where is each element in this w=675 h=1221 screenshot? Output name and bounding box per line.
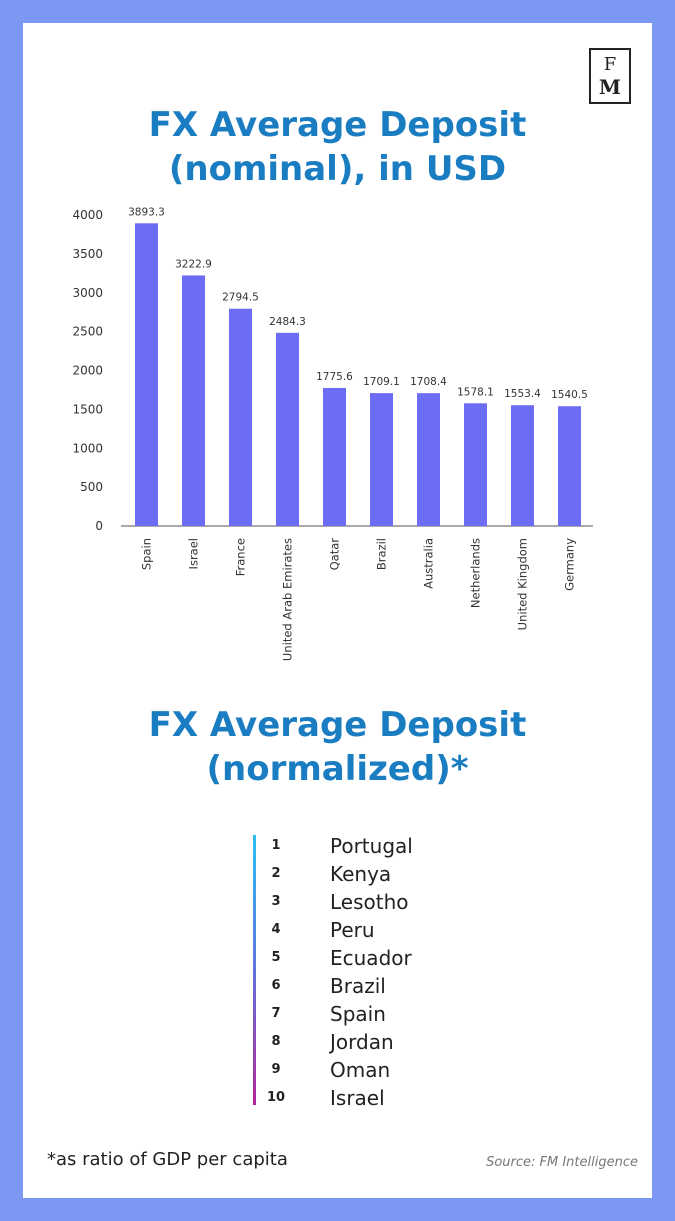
ranking-row: 1 Portugal bbox=[253, 833, 553, 861]
bar bbox=[417, 393, 440, 526]
ranking-row: 4 Peru bbox=[253, 917, 553, 945]
ranking-title: FX Average Deposit (normalized)* bbox=[23, 703, 652, 791]
ranking-number: 6 bbox=[271, 978, 281, 993]
ranking-country: Brazil bbox=[330, 974, 386, 998]
ranking-number: 7 bbox=[271, 1006, 281, 1021]
y-tick-label: 4000 bbox=[72, 208, 103, 222]
y-tick-label: 2000 bbox=[72, 364, 103, 378]
ranking-list: 1 Portugal 2 Kenya 3 Lesotho 4 Peru 5 Ecuador 6 Bra… bbox=[253, 833, 553, 1110]
ranking-row: 3 Lesotho bbox=[253, 889, 553, 917]
ranking-country: Israel bbox=[330, 1086, 385, 1110]
ranking-number: 4 bbox=[271, 922, 281, 937]
bar-value-label: 3222.9 bbox=[175, 258, 212, 270]
logo-letter-m: M bbox=[598, 75, 622, 99]
bar bbox=[276, 332, 299, 526]
bar bbox=[558, 406, 581, 526]
ranking-row: 2 Kenya bbox=[253, 861, 553, 889]
ranking-number: 8 bbox=[271, 1034, 281, 1049]
ranking-country: Peru bbox=[330, 918, 375, 942]
ranking-title-line-1: FX Average Deposit bbox=[148, 705, 527, 745]
y-tick-label: 0 bbox=[95, 519, 103, 533]
bar-value-label: 2794.5 bbox=[222, 292, 259, 304]
ranking-gradient-line bbox=[253, 835, 256, 1105]
y-tick-label: 1000 bbox=[72, 441, 103, 455]
bar bbox=[370, 393, 393, 526]
ranking-number: 3 bbox=[271, 894, 281, 909]
footnote: *as ratio of GDP per capita bbox=[47, 1149, 288, 1170]
bar bbox=[323, 387, 346, 526]
fm-logo: F M bbox=[589, 48, 631, 104]
ranking-country: Portugal bbox=[330, 834, 413, 858]
logo-letter-f: F bbox=[603, 54, 617, 75]
ranking-row: 6 Brazil bbox=[253, 973, 553, 1001]
bar-value-label: 2484.3 bbox=[269, 316, 306, 328]
x-tick-label: Israel bbox=[187, 538, 201, 569]
ranking-row: 5 Ecuador bbox=[253, 945, 553, 973]
ranking-row: 9 Oman bbox=[253, 1057, 553, 1085]
ranking-country: Lesotho bbox=[330, 890, 409, 914]
bar bbox=[135, 223, 158, 526]
ranking-country: Jordan bbox=[330, 1030, 394, 1054]
bar-chart: 0 500 1000 1500 2000 2500 3000 3500 4000 3893.3 Sp… bbox=[72, 206, 593, 661]
bar bbox=[464, 403, 487, 526]
y-tick-label: 3000 bbox=[72, 286, 103, 300]
y-tick-label: 1500 bbox=[72, 402, 103, 416]
x-tick-label: Australia bbox=[422, 538, 436, 589]
ranking-number: 5 bbox=[271, 950, 281, 965]
ranking-row: 8 Jordan bbox=[253, 1029, 553, 1057]
y-tick-label: 3500 bbox=[72, 247, 103, 261]
ranking-title-line-2: (normalized)* bbox=[206, 749, 469, 789]
ranking-number: 2 bbox=[271, 866, 281, 881]
x-tick-label: Qatar bbox=[328, 538, 342, 571]
x-tick-label: France bbox=[234, 538, 248, 576]
ranking-row: 7 Spain bbox=[253, 1001, 553, 1029]
chart-title-line-2: (nominal), in USD bbox=[168, 149, 507, 189]
x-tick-label: Spain bbox=[140, 538, 154, 570]
bar-value-label: 1775.6 bbox=[316, 371, 353, 383]
x-tick-label: United Arab Emirates bbox=[281, 538, 295, 661]
source-note: Source: FM Intelligence bbox=[486, 1155, 638, 1170]
bar bbox=[182, 275, 205, 526]
x-tick-label: Brazil bbox=[375, 538, 389, 570]
ranking-number: 1 bbox=[271, 838, 281, 853]
ranking-number: 10 bbox=[266, 1090, 286, 1105]
infographic-card: F M FX Average Deposit (nominal), in USD… bbox=[23, 23, 652, 1198]
x-tick-label: Germany bbox=[563, 538, 577, 591]
y-tick-label: 500 bbox=[80, 480, 103, 494]
bar-value-label: 3893.3 bbox=[128, 206, 165, 218]
ranking-country: Kenya bbox=[330, 862, 392, 886]
ranking-country: Spain bbox=[330, 1002, 386, 1026]
bar-value-label: 1578.1 bbox=[457, 386, 494, 398]
bar-value-label: 1708.4 bbox=[410, 376, 447, 388]
ranking-country: Ecuador bbox=[330, 946, 412, 970]
y-tick-label: 2500 bbox=[72, 325, 103, 339]
bar-value-label: 1709.1 bbox=[363, 376, 400, 388]
bar-value-label: 1540.5 bbox=[551, 389, 588, 401]
chart-title-line-1: FX Average Deposit bbox=[148, 105, 527, 145]
x-tick-label: United Kingdom bbox=[516, 538, 530, 630]
ranking-number: 9 bbox=[271, 1062, 281, 1077]
ranking-row: 10 Israel bbox=[253, 1085, 553, 1113]
ranking-country: Oman bbox=[330, 1058, 391, 1082]
chart-title: FX Average Deposit (nominal), in USD bbox=[23, 103, 652, 191]
x-tick-label: Netherlands bbox=[469, 538, 483, 608]
bar bbox=[511, 405, 534, 526]
bar bbox=[229, 308, 252, 526]
bar-value-label: 1553.4 bbox=[504, 388, 541, 400]
